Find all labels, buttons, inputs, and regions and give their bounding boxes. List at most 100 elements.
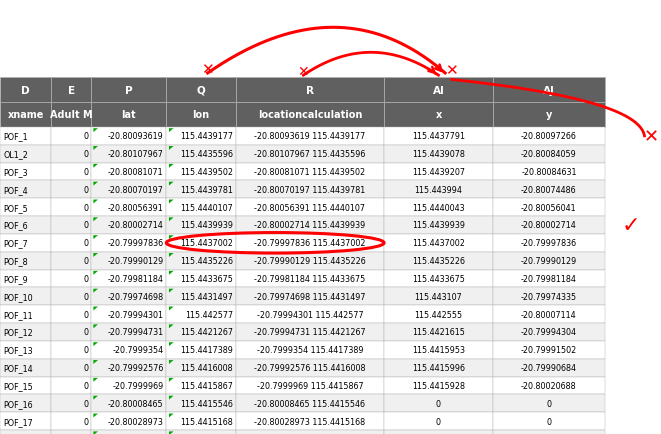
Text: POF_16: POF_16 [3, 399, 33, 408]
Text: 0: 0 [83, 381, 88, 390]
Text: -20.80084059: -20.80084059 [521, 150, 577, 159]
Text: -20.80056391: -20.80056391 [108, 203, 164, 212]
Text: -20.79974335: -20.79974335 [521, 292, 577, 301]
Polygon shape [93, 271, 98, 275]
Bar [236, 252, 384, 270]
Text: ✕: ✕ [297, 65, 309, 79]
Bar [236, 288, 384, 306]
Bar [236, 181, 384, 199]
Text: -20.80107967: -20.80107967 [108, 150, 164, 159]
Bar [52, 181, 91, 199]
Bar [167, 78, 236, 103]
Polygon shape [169, 218, 174, 222]
Bar [0, 288, 52, 306]
Text: 0: 0 [83, 256, 88, 266]
Polygon shape [93, 129, 98, 133]
Text: -20.80028973 115.4415168: -20.80028973 115.4415168 [254, 417, 366, 426]
Bar [91, 270, 167, 288]
Text: -20.80056391 115.4440107: -20.80056391 115.4440107 [254, 203, 366, 212]
Bar [493, 163, 605, 181]
Text: 115.442577: 115.442577 [185, 310, 233, 319]
Text: xname: xname [7, 110, 44, 120]
Bar [167, 395, 236, 412]
Text: -20.80020688: -20.80020688 [521, 381, 576, 390]
Text: POF_14: POF_14 [3, 363, 33, 372]
Bar [384, 270, 493, 288]
Text: -20.7999354 115.4417389: -20.7999354 115.4417389 [256, 345, 363, 355]
Bar [91, 234, 167, 252]
Text: 0: 0 [547, 417, 551, 426]
Polygon shape [93, 236, 98, 240]
Bar [52, 359, 91, 377]
Text: R: R [306, 85, 314, 95]
Text: locationcalculation: locationcalculation [258, 110, 362, 120]
Bar [493, 217, 605, 234]
Polygon shape [169, 325, 174, 329]
Bar [52, 217, 91, 234]
Polygon shape [169, 342, 174, 346]
Text: 115.4415996: 115.4415996 [412, 363, 465, 372]
Polygon shape [169, 253, 174, 257]
Bar [91, 323, 167, 341]
Bar [52, 430, 91, 434]
Bar [493, 78, 605, 103]
Bar [384, 306, 493, 323]
Text: 115.4431497: 115.4431497 [180, 292, 233, 301]
Bar [493, 306, 605, 323]
Bar [0, 78, 52, 103]
Bar [91, 430, 167, 434]
Bar [167, 234, 236, 252]
Bar [384, 395, 493, 412]
Text: -20.80028973: -20.80028973 [108, 417, 164, 426]
Text: -20.79974698 115.4431497: -20.79974698 115.4431497 [254, 292, 366, 301]
Polygon shape [93, 182, 98, 186]
Text: -20.79994304: -20.79994304 [521, 328, 577, 337]
Text: -20.79997836: -20.79997836 [521, 239, 577, 248]
Text: lat: lat [121, 110, 136, 120]
Text: -20.80070197 115.4439781: -20.80070197 115.4439781 [254, 185, 366, 194]
Bar [236, 78, 384, 103]
Bar [384, 412, 493, 430]
Polygon shape [93, 253, 98, 257]
Text: 115.4416008: 115.4416008 [180, 363, 233, 372]
Bar [52, 103, 91, 128]
Bar [167, 306, 236, 323]
Bar [0, 103, 52, 128]
Polygon shape [93, 414, 98, 418]
Text: y: y [546, 110, 552, 120]
Bar [91, 341, 167, 359]
Bar [384, 145, 493, 163]
Bar [91, 252, 167, 270]
Text: -20.80007114: -20.80007114 [521, 310, 576, 319]
Bar [52, 270, 91, 288]
Text: -20.80002714: -20.80002714 [521, 221, 577, 230]
Text: 0: 0 [83, 132, 88, 141]
Polygon shape [93, 378, 98, 382]
Text: -20.79991502: -20.79991502 [521, 345, 577, 355]
Text: 0: 0 [83, 150, 88, 159]
Bar [384, 430, 493, 434]
Bar [0, 430, 52, 434]
Text: -20.80070197: -20.80070197 [108, 185, 164, 194]
Text: -20.80002714 115.4439939: -20.80002714 115.4439939 [254, 221, 366, 230]
Bar [91, 306, 167, 323]
Text: x: x [436, 110, 442, 120]
Text: 0: 0 [83, 345, 88, 355]
Text: -20.80093619 115.4439177: -20.80093619 115.4439177 [254, 132, 366, 141]
Bar [52, 306, 91, 323]
Polygon shape [93, 164, 98, 168]
Bar [493, 395, 605, 412]
Polygon shape [93, 147, 98, 151]
Text: 0: 0 [83, 328, 88, 337]
Text: AJ: AJ [543, 85, 555, 95]
Bar [236, 145, 384, 163]
Text: -20.79981184 115.4433675: -20.79981184 115.4433675 [254, 274, 366, 283]
Bar [0, 128, 52, 145]
Text: 115.4415168: 115.4415168 [180, 417, 233, 426]
Text: POF_13: POF_13 [3, 345, 33, 355]
Polygon shape [93, 325, 98, 329]
Text: -20.80107967 115.4435596: -20.80107967 115.4435596 [254, 150, 366, 159]
Text: 0: 0 [83, 203, 88, 212]
Text: 115.4439502: 115.4439502 [180, 168, 233, 177]
Bar [493, 430, 605, 434]
